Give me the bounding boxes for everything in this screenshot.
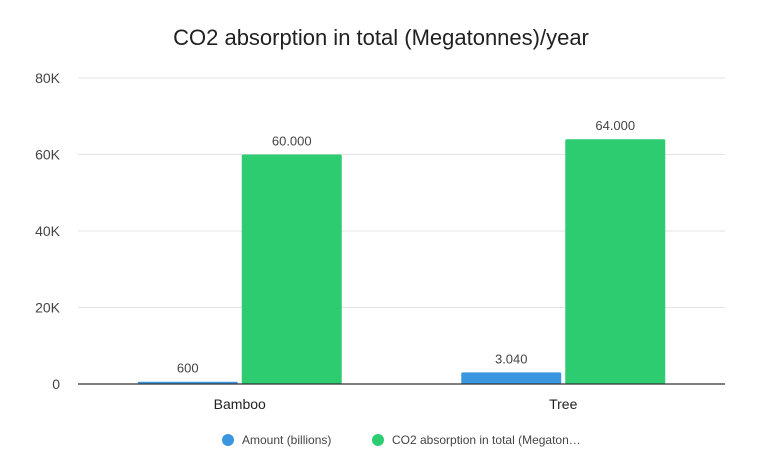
x-axis-categories: Bamboo Tree: [214, 396, 578, 412]
legend: Amount (billions) CO2 absorption in total…: [222, 433, 581, 447]
y-tick-label: 80K: [35, 70, 61, 86]
data-label: 3.040: [495, 351, 528, 366]
legend-label-0[interactable]: Amount (billions): [242, 433, 331, 447]
y-tick-label: 20K: [35, 300, 61, 316]
bars: [137, 139, 666, 385]
y-tick-label: 60K: [35, 147, 61, 163]
data-label: 60.000: [272, 134, 312, 149]
legend-label-1[interactable]: CO2 absorption in total (Megaton…: [392, 433, 581, 447]
data-label: 600: [177, 361, 199, 376]
bar-co2-tree[interactable]: [565, 139, 666, 384]
x-category-label: Tree: [549, 396, 577, 412]
y-axis-ticks: 0 20K 40K 60K 80K: [35, 70, 61, 392]
data-label: 64.000: [595, 118, 635, 133]
legend-marker-1: [372, 434, 384, 446]
data-labels: 600 60.000 3.040 64.000: [177, 118, 635, 376]
y-tick-label: 0: [52, 376, 60, 392]
y-tick-label: 40K: [35, 223, 61, 239]
bar-amount-tree[interactable]: [461, 372, 562, 384]
chart-title: CO2 absorption in total (Megatonnes)/yea…: [173, 25, 589, 50]
x-category-label: Bamboo: [214, 396, 266, 412]
legend-marker-0: [222, 434, 234, 446]
bar-co2-bamboo[interactable]: [241, 154, 342, 385]
